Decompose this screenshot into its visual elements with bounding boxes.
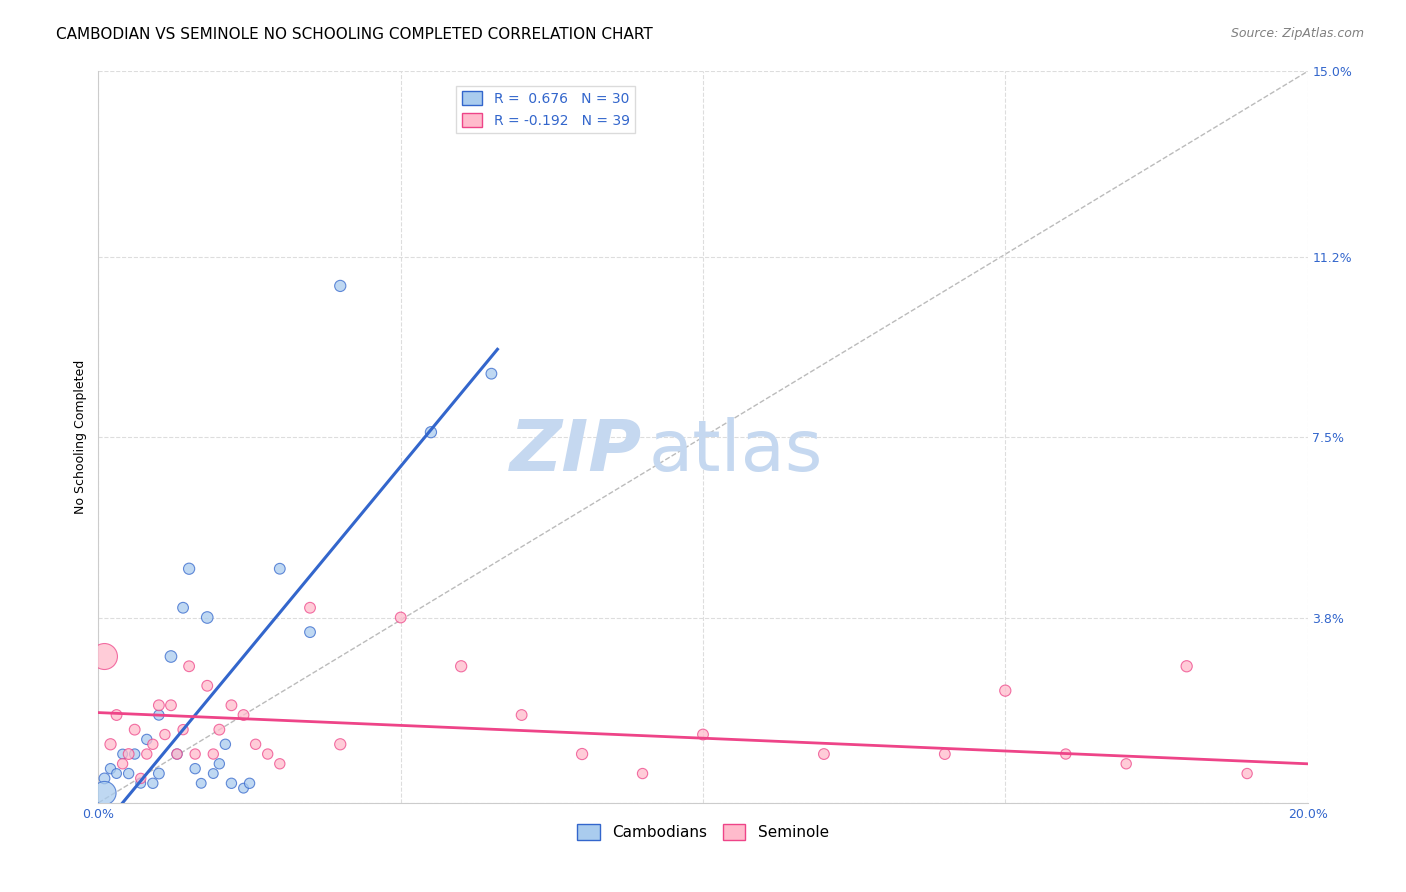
Point xyxy=(813,747,835,761)
Point xyxy=(129,776,152,790)
Point xyxy=(148,766,170,780)
Point xyxy=(172,723,194,737)
Point xyxy=(631,766,654,780)
Point xyxy=(100,737,122,751)
Point xyxy=(208,723,231,737)
Point xyxy=(202,766,225,780)
Point xyxy=(153,727,176,741)
Point xyxy=(118,766,141,780)
Point xyxy=(105,708,128,723)
Text: ZIP: ZIP xyxy=(510,417,643,486)
Point xyxy=(510,708,533,723)
Point xyxy=(329,737,352,751)
Point xyxy=(100,762,122,776)
Point xyxy=(214,737,236,751)
Point xyxy=(184,747,207,761)
Point xyxy=(420,425,443,440)
Point xyxy=(93,772,115,786)
Point xyxy=(105,766,128,780)
Point xyxy=(135,747,157,761)
Text: Source: ZipAtlas.com: Source: ZipAtlas.com xyxy=(1230,27,1364,40)
Point xyxy=(692,727,714,741)
Text: atlas: atlas xyxy=(648,417,823,486)
Point xyxy=(329,279,352,293)
Y-axis label: No Schooling Completed: No Schooling Completed xyxy=(75,360,87,514)
Point xyxy=(160,649,183,664)
Point xyxy=(481,367,503,381)
Point xyxy=(195,610,218,624)
Point xyxy=(124,723,146,737)
Point xyxy=(148,708,170,723)
Point xyxy=(450,659,472,673)
Point xyxy=(111,756,134,771)
Point xyxy=(256,747,278,761)
Point xyxy=(93,786,115,800)
Point xyxy=(93,649,115,664)
Text: CAMBODIAN VS SEMINOLE NO SCHOOLING COMPLETED CORRELATION CHART: CAMBODIAN VS SEMINOLE NO SCHOOLING COMPL… xyxy=(56,27,652,42)
Point xyxy=(232,708,254,723)
Point xyxy=(118,747,141,761)
Point xyxy=(111,747,134,761)
Point xyxy=(269,562,291,576)
Point xyxy=(221,776,243,790)
Point xyxy=(148,698,170,713)
Point xyxy=(1115,756,1137,771)
Point xyxy=(179,659,201,673)
Point xyxy=(142,737,165,751)
Point xyxy=(269,756,291,771)
Point xyxy=(299,600,322,615)
Point xyxy=(166,747,188,761)
Point xyxy=(179,562,201,576)
Point xyxy=(239,776,262,790)
Point xyxy=(299,625,322,640)
Legend: Cambodians, Seminole: Cambodians, Seminole xyxy=(571,818,835,847)
Point xyxy=(124,747,146,761)
Point xyxy=(184,762,207,776)
Point xyxy=(221,698,243,713)
Point xyxy=(160,698,183,713)
Point xyxy=(389,610,412,624)
Point xyxy=(208,756,231,771)
Point xyxy=(1236,766,1258,780)
Point xyxy=(1175,659,1198,673)
Point xyxy=(129,772,152,786)
Point xyxy=(135,732,157,747)
Point xyxy=(571,747,593,761)
Point xyxy=(994,683,1017,698)
Point xyxy=(245,737,267,751)
Point xyxy=(166,747,188,761)
Point xyxy=(142,776,165,790)
Point xyxy=(232,781,254,796)
Point xyxy=(1054,747,1077,761)
Point xyxy=(934,747,956,761)
Point xyxy=(202,747,225,761)
Point xyxy=(195,679,218,693)
Point xyxy=(190,776,212,790)
Point xyxy=(172,600,194,615)
